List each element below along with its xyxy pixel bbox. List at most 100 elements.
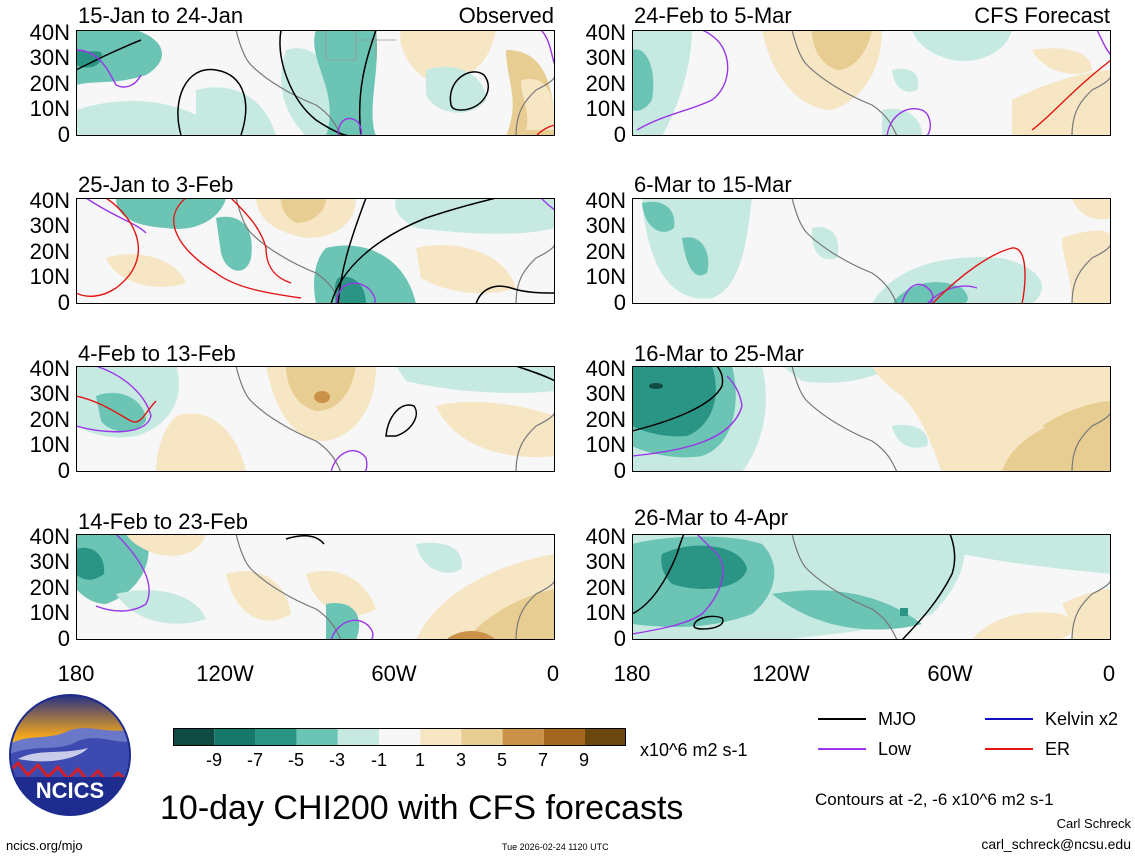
panel-title-right-1: 24-Feb to 5-Mar: [634, 3, 792, 28]
map-frame: [632, 198, 1111, 304]
low-contour: [632, 375, 743, 457]
map-panel-left-3: [76, 366, 555, 472]
lat-tick: 30N: [585, 45, 626, 70]
colorbar-label: 9: [578, 750, 589, 770]
lat-tick: 10N: [585, 600, 626, 625]
mjo-contour: [285, 534, 325, 545]
panel-title-left-3: 4-Feb to 13-Feb: [78, 341, 236, 366]
mjo-contour: [449, 71, 489, 111]
anomaly-negative: [76, 30, 163, 85]
author-email[interactable]: carl_schreck@ncsu.edu: [981, 836, 1131, 852]
coastline: [515, 242, 555, 304]
lat-tick: 30N: [29, 45, 70, 70]
lat-tick: 0: [57, 290, 70, 315]
map-frame: [76, 30, 555, 136]
low-contour: [886, 108, 931, 136]
coastline: [1071, 578, 1111, 640]
anomaly-negative: [396, 366, 555, 393]
er-contour: [931, 247, 1026, 304]
coastline: [515, 578, 555, 640]
panel-title-left-1: 15-Jan to 24-Jan: [78, 3, 244, 28]
lat-tick: 40N: [29, 524, 70, 549]
mjo-contour: [693, 615, 724, 630]
er-legend-line: [985, 748, 1033, 750]
colorbar-label: 5: [496, 750, 507, 770]
swatch-pos3: [461, 728, 503, 746]
map-frame: [632, 366, 1111, 472]
lat-tick: 10N: [585, 264, 626, 289]
anomaly-negative: [395, 198, 555, 234]
lat-tick: 30N: [585, 381, 626, 406]
lat-tick: 30N: [29, 213, 70, 238]
anomaly-negative: [649, 383, 663, 389]
er-contour: [535, 124, 555, 136]
lat-tick: 40N: [29, 20, 70, 45]
low-contour: [76, 366, 152, 433]
anomaly-positive: [1032, 48, 1092, 74]
low-contour: [330, 450, 368, 472]
swatch-pos1: [420, 728, 462, 746]
anomaly-negative: [196, 87, 276, 136]
anomaly-negative: [116, 590, 206, 624]
map-frame: [76, 198, 555, 304]
anomaly-negative: [326, 603, 360, 640]
coastline: [235, 534, 342, 640]
lat-tick: 0: [613, 290, 626, 315]
lat-tick: 30N: [29, 549, 70, 574]
lat-tick: 20N: [585, 575, 626, 600]
anomaly-negative: [682, 237, 709, 276]
logo-text: NCICS: [36, 778, 104, 803]
main-title: 10-day CHI200 with CFS forecasts: [160, 789, 684, 827]
panel-title-left-2: 25-Jan to 3-Feb: [78, 172, 234, 197]
lat-tick: 0: [57, 626, 70, 651]
lat-tick: 10N: [29, 96, 70, 121]
lat-tick: 0: [613, 626, 626, 651]
contours-note: Contours at -2, -6 x10^6 m2 s-1: [815, 790, 1054, 809]
colorbar-label: -3: [328, 750, 345, 770]
anomaly-negative: [632, 30, 692, 136]
anomaly-negative: [426, 66, 486, 113]
swatch-neg9: [173, 728, 215, 746]
anomaly-negative: [216, 216, 252, 271]
map-panel-right-4: [632, 534, 1111, 640]
colorbar-units: x10^6 m2 s-1: [640, 740, 748, 760]
anomaly-positive: [812, 30, 872, 70]
site-link[interactable]: ncics.org/mjo: [6, 838, 83, 853]
swatch-pos9: [585, 728, 626, 746]
swatch-pos5: [502, 728, 544, 746]
map-panel-left-4: [76, 534, 555, 640]
anomaly-positive: [126, 534, 206, 556]
colorbar-label: 3: [455, 750, 466, 770]
anomaly-positive: [436, 401, 555, 458]
swatch-zero: [379, 728, 421, 746]
panel-label-cfs-forecast: CFS Forecast: [974, 3, 1110, 28]
anomaly-positive: [400, 30, 496, 85]
lat-tick: 40N: [585, 20, 626, 45]
map-panel-right-3: [632, 366, 1111, 472]
ncics-logo: NCICS: [9, 694, 131, 816]
timestamp: Tue 2026-02-24 1120 UTC: [502, 842, 609, 852]
swatch-pos7: [543, 728, 585, 746]
anomaly-negative: [882, 108, 922, 136]
mjo-contour: [515, 366, 555, 382]
colorbar-label: 1: [414, 750, 425, 770]
low-contour: [76, 49, 142, 88]
lon-tick: 60W: [371, 661, 417, 686]
lat-tick: 30N: [29, 381, 70, 406]
colorbar-swatches: [173, 728, 626, 746]
lon-tick: 60W: [927, 661, 973, 686]
anomaly-negative: [782, 366, 892, 383]
legend-kelvin: Kelvin x2: [1045, 709, 1119, 729]
anomaly-negative: [76, 547, 105, 580]
low-contour: [1096, 30, 1111, 56]
map-panel-left-1: [76, 30, 555, 136]
mjo-contour: [632, 366, 724, 432]
lat-tick: 20N: [585, 239, 626, 264]
anomaly-negative: [900, 608, 908, 616]
legend-low: Low: [878, 739, 912, 759]
mjo-contour: [330, 198, 497, 304]
colorbar-label: -7: [246, 750, 263, 770]
anomaly-positive: [286, 366, 356, 411]
low-contour: [901, 283, 934, 304]
lat-tick: 30N: [585, 213, 626, 238]
